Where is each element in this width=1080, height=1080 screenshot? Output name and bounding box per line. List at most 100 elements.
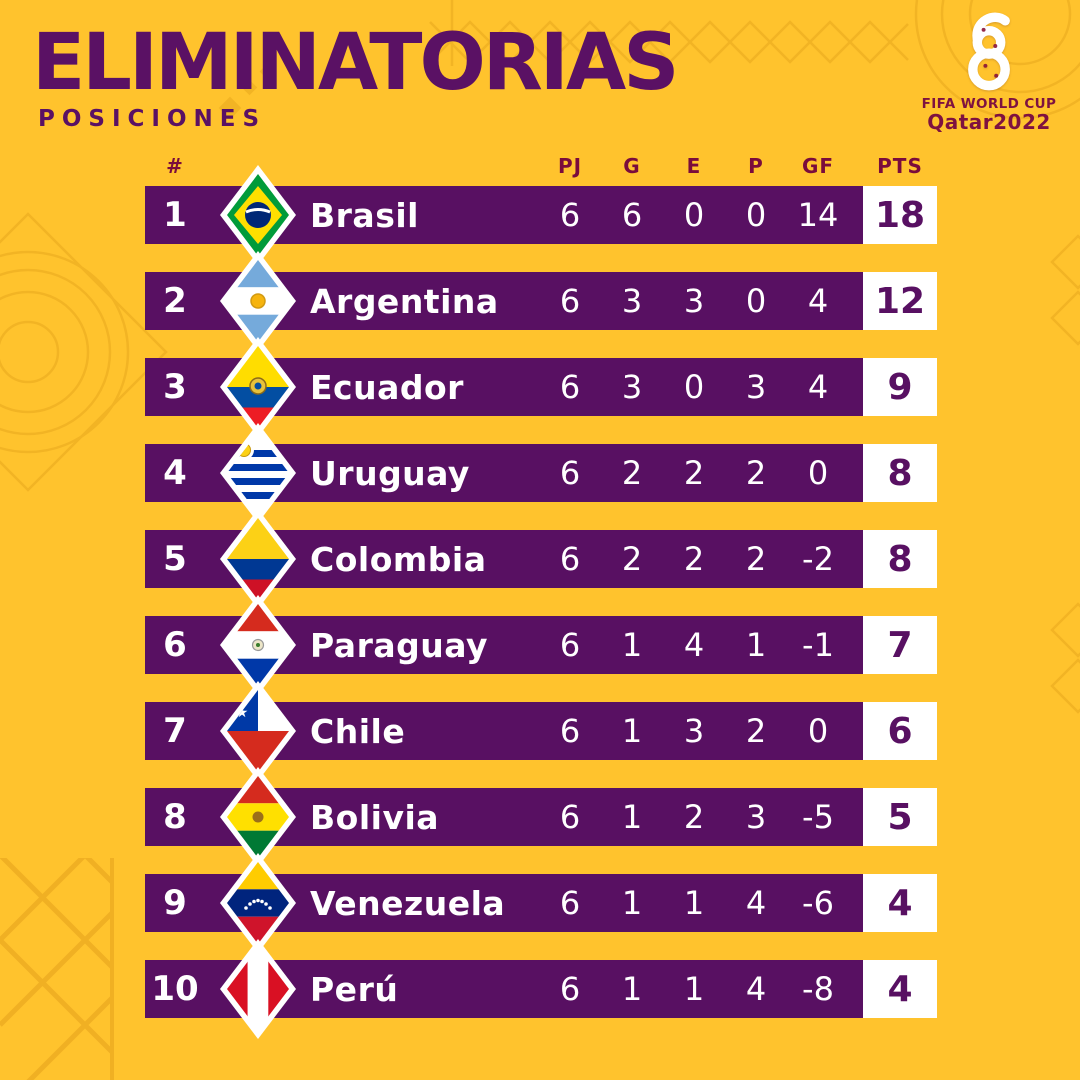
points-box: 6 — [863, 702, 937, 760]
page-subtitle: POSICIONES — [38, 106, 267, 132]
logo-text-qatar2022: Qatar2022 — [927, 110, 1051, 134]
position-number: 4 — [163, 453, 187, 493]
points-box: 5 — [863, 788, 937, 846]
table-row: 6 Paraguay 6 1 4 1 -1 7 — [145, 595, 937, 695]
team-name: Ecuador — [310, 367, 464, 407]
points-value: 8 — [887, 538, 913, 580]
qatar2022-emblem-icon — [968, 12, 1010, 91]
logo-text-fifa-world-cup: FIFA WORLD CUP — [921, 96, 1057, 112]
stat-e: 1 — [683, 884, 705, 922]
fifa-world-cup-logo: FIFA WORLD CUP Qatar2022 — [914, 10, 1064, 134]
stat-gf: -8 — [802, 970, 834, 1008]
stat-p: 4 — [745, 884, 767, 922]
points-box: 8 — [863, 444, 937, 502]
flag-ecuador-icon — [219, 337, 296, 437]
position-number: 3 — [163, 367, 187, 407]
stat-e: 2 — [683, 798, 705, 836]
position-number: 7 — [163, 711, 187, 751]
points-value: 18 — [874, 194, 926, 236]
stat-e: 0 — [683, 368, 705, 406]
team-flag — [205, 509, 310, 609]
stat-gf: -6 — [802, 884, 834, 922]
stat-g: 1 — [621, 626, 643, 664]
table-body: 1 Brasil 6 6 0 0 14 18 2 Argentina 6 3 3 0 4 12 3 Ecua… — [145, 165, 937, 1039]
points-value: 12 — [874, 280, 926, 322]
stat-pj: 6 — [559, 970, 581, 1008]
stat-e: 4 — [683, 626, 705, 664]
stat-g: 2 — [621, 540, 643, 578]
table-row: 9 Venezuela 6 1 1 4 -6 4 — [145, 853, 937, 953]
header-g: G — [623, 154, 641, 178]
points-value: 4 — [887, 968, 913, 1010]
flag-colombia-icon — [219, 509, 296, 609]
stat-pj: 6 — [559, 626, 581, 664]
points-box: 7 — [863, 616, 937, 674]
stat-gf: 0 — [807, 454, 829, 492]
stat-e: 2 — [683, 454, 705, 492]
team-name: Perú — [310, 969, 399, 1009]
stat-p: 3 — [745, 798, 767, 836]
stat-g: 1 — [621, 798, 643, 836]
team-name: Paraguay — [310, 625, 488, 665]
team-name: Chile — [310, 711, 406, 751]
position-number: 2 — [163, 281, 187, 321]
position-number: 1 — [163, 195, 187, 235]
stat-g: 1 — [621, 712, 643, 750]
table-row: 10 Perú 6 1 1 4 -8 4 — [145, 939, 937, 1039]
team-flag — [205, 767, 310, 867]
stat-g: 1 — [621, 884, 643, 922]
points-value: 8 — [887, 452, 913, 494]
flag-peru-icon — [219, 939, 296, 1039]
points-value: 9 — [887, 366, 913, 408]
stat-pj: 6 — [559, 712, 581, 750]
flag-chile-icon: ★ — [219, 681, 296, 781]
team-name: Brasil — [310, 195, 419, 235]
stat-p: 0 — [745, 282, 767, 320]
standings-table: # PJ G E P GF PTS 1 Brasil 6 6 0 0 14 18 2 Arge… — [145, 146, 937, 1046]
points-box: 12 — [863, 272, 937, 330]
team-flag — [205, 423, 310, 523]
table-row: 2 Argentina 6 3 3 0 4 12 — [145, 251, 937, 351]
table-row: 5 Colombia 6 2 2 2 -2 8 — [145, 509, 937, 609]
stat-p: 2 — [745, 454, 767, 492]
header-pts: PTS — [877, 154, 923, 178]
team-name: Argentina — [310, 281, 499, 321]
flag-paraguay-icon — [219, 595, 296, 695]
stat-g: 3 — [621, 282, 643, 320]
page-title: ELIMINATORIAS — [32, 18, 679, 108]
points-box: 8 — [863, 530, 937, 588]
stat-e: 0 — [683, 196, 705, 234]
position-number: 5 — [163, 539, 187, 579]
stat-pj: 6 — [559, 368, 581, 406]
table-row: 4 Uruguay 6 2 2 2 0 8 — [145, 423, 937, 523]
header-pj: PJ — [557, 154, 583, 178]
table-row: 7 ★ Chile 6 1 3 2 0 6 — [145, 681, 937, 781]
stat-gf: 0 — [807, 712, 829, 750]
table-row: 8 Bolivia 6 1 2 3 -5 5 — [145, 767, 937, 867]
team-flag: ★ — [205, 681, 310, 781]
stat-g: 6 — [621, 196, 643, 234]
stat-pj: 6 — [559, 196, 581, 234]
stat-p: 2 — [745, 540, 767, 578]
header-e: E — [686, 154, 702, 178]
stat-pj: 6 — [559, 884, 581, 922]
team-flag — [205, 337, 310, 437]
stat-gf: -2 — [802, 540, 834, 578]
header-p: P — [748, 154, 764, 178]
stat-gf: -1 — [802, 626, 834, 664]
position-number: 9 — [163, 883, 187, 923]
team-flag — [205, 853, 310, 953]
table-row: 1 Brasil 6 6 0 0 14 18 — [145, 165, 937, 265]
stat-e: 3 — [683, 712, 705, 750]
points-box: 4 — [863, 960, 937, 1018]
table-row: 3 Ecuador 6 3 0 3 4 9 — [145, 337, 937, 437]
position-number: 6 — [163, 625, 187, 665]
stat-g: 3 — [621, 368, 643, 406]
team-name: Uruguay — [310, 453, 470, 493]
points-value: 4 — [887, 882, 913, 924]
team-name: Venezuela — [310, 883, 506, 923]
stat-e: 3 — [683, 282, 705, 320]
stat-p: 2 — [745, 712, 767, 750]
stat-p: 3 — [745, 368, 767, 406]
